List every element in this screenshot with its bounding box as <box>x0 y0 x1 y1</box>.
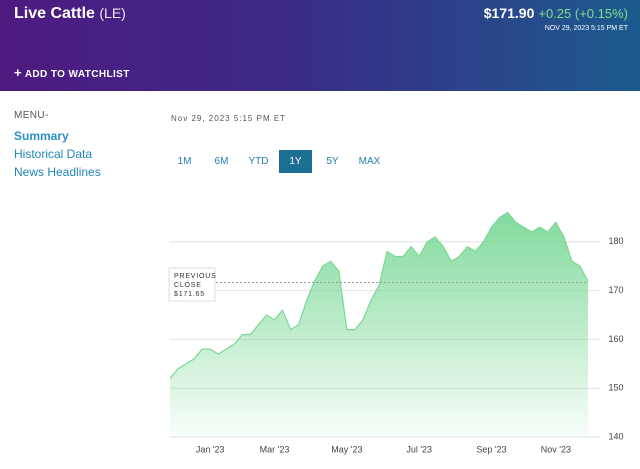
range-button[interactable]: YTD <box>248 156 269 167</box>
line <box>169 211 589 379</box>
range-button[interactable]: 5Y <box>326 156 339 167</box>
menu-label: MENU- <box>14 110 49 121</box>
timestamp: NOV 29, 2023 5:15 PM ET <box>544 25 628 32</box>
x-tick-label: May '23 <box>331 444 362 454</box>
title: Live Cattle <box>14 5 95 22</box>
menu: MENU- Summary Historical Data News Headl… <box>14 110 101 183</box>
quote: $171.90 +0.25 (+0.15%) <box>484 5 628 21</box>
area <box>170 212 588 437</box>
header: Live Cattle (LE) $171.90 +0.25 (+0.15%) N… <box>0 0 640 91</box>
previous-close-label: $171.65 <box>174 291 205 298</box>
previous-close-title: PREVIOUS <box>174 273 217 280</box>
plus-icon: + <box>14 65 22 80</box>
menu-item[interactable]: News Headlines <box>14 165 101 179</box>
y-tick-label: 140 <box>608 431 623 441</box>
previous-close-box <box>168 267 216 302</box>
range-button[interactable]: 1Y <box>279 150 312 173</box>
x-tick-label: Jul '23 <box>406 444 432 454</box>
change: +0.25 (+0.15%) <box>538 6 628 21</box>
y-tick-label: 180 <box>608 236 623 246</box>
symbol: (LE) <box>99 5 126 21</box>
instrument-title: Live Cattle (LE) <box>14 5 126 23</box>
x-tick-label: Sep '23 <box>476 444 506 454</box>
y-tick-label: 170 <box>608 285 623 295</box>
menu-item[interactable]: Summary <box>14 129 69 143</box>
watchlist-label: ADD TO WATCHLIST <box>24 69 130 80</box>
x-tick-label: Nov '23 <box>541 444 571 454</box>
y-tick-label: 150 <box>608 383 623 393</box>
y-tick-label: 160 <box>608 334 623 344</box>
x-tick-label: Mar '23 <box>260 444 290 454</box>
previous-close-title: CLOSE <box>174 282 202 289</box>
x-tick-label: Jan '23 <box>196 444 225 454</box>
range-button[interactable]: 1M <box>177 156 192 167</box>
range-buttons: 1M 6M YTD 1Y 5Y MAX <box>168 150 390 173</box>
range-button[interactable]: MAX <box>358 156 381 167</box>
range-button[interactable]: 6M <box>214 156 229 167</box>
watchlist-button[interactable]: + ADD TO WATCHLIST <box>14 65 130 80</box>
price: $171.90 <box>483 5 535 21</box>
menu-item[interactable]: Historical Data <box>14 147 93 161</box>
chart-timestamp: Nov 29, 2023 5:15 PM ET <box>171 114 287 123</box>
